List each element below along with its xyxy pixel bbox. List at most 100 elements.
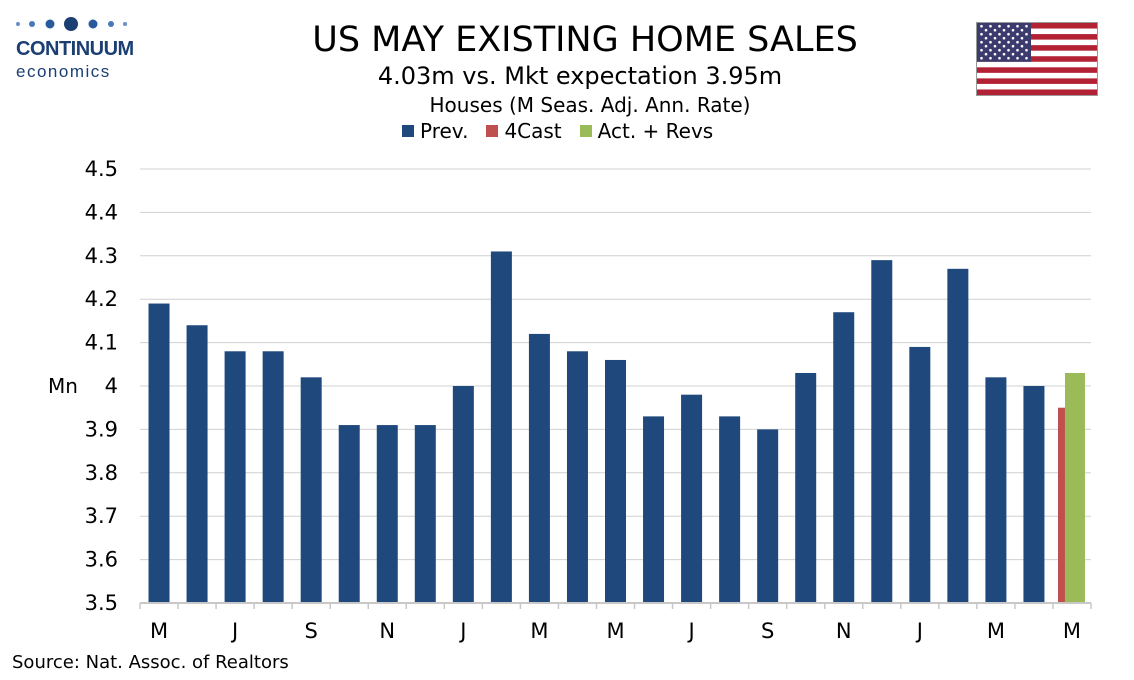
flag-star bbox=[1016, 24, 1019, 28]
bar-prev bbox=[224, 351, 246, 603]
y-tick-label: 4.1 bbox=[85, 331, 118, 355]
y-tick-label: 3.6 bbox=[85, 548, 118, 572]
bar-prev bbox=[643, 416, 665, 603]
y-tick-label: 4 bbox=[105, 374, 118, 398]
flag-star bbox=[1016, 40, 1019, 44]
bar-prev bbox=[414, 425, 436, 603]
flag-star bbox=[989, 24, 992, 28]
chart-subtitle: 4.03m vs. Mkt expectation 3.95m bbox=[377, 62, 783, 90]
bar-prev bbox=[528, 333, 550, 603]
y-tick-label: 3.9 bbox=[85, 417, 118, 441]
y-tick-label: 4.5 bbox=[85, 157, 118, 181]
flag-star bbox=[980, 24, 983, 28]
flag-star bbox=[1007, 48, 1010, 52]
bars bbox=[148, 251, 1085, 603]
bar-4cast bbox=[1057, 407, 1065, 603]
bar-prev bbox=[605, 359, 626, 603]
flag-star bbox=[1011, 44, 1015, 48]
flag-star bbox=[1025, 24, 1028, 28]
flag-star bbox=[1007, 24, 1010, 28]
flag-star bbox=[980, 40, 983, 44]
x-axis bbox=[139, 602, 1092, 609]
x-tick-label: M bbox=[1063, 619, 1081, 643]
y-tick-label: 4.2 bbox=[85, 287, 118, 311]
bar-prev bbox=[985, 377, 1007, 603]
chart-units: Houses (M Seas. Adj. Ann. Rate) bbox=[429, 93, 751, 117]
flag-star bbox=[980, 32, 983, 36]
flag-star bbox=[989, 40, 992, 44]
flag-star bbox=[998, 32, 1001, 36]
bar-prev bbox=[338, 425, 360, 603]
flag-star bbox=[1016, 56, 1019, 60]
x-tick-label: J bbox=[915, 619, 923, 643]
bar-prev bbox=[795, 372, 817, 603]
flag-star bbox=[984, 28, 988, 32]
flag-star bbox=[993, 52, 997, 56]
flag-star bbox=[1025, 56, 1028, 60]
y-axis-ticks: 3.5 3.6 3.7 3.8 3.9 4 4.1 4.2 4.3 4.4 4.5 bbox=[85, 157, 118, 615]
flag-star bbox=[1016, 32, 1019, 36]
flag-star bbox=[984, 52, 988, 56]
legend-item-prev: Prev. bbox=[402, 119, 468, 143]
chart-legend: Prev. 4Cast Act. + Revs bbox=[402, 119, 731, 143]
flag-star bbox=[1002, 36, 1006, 40]
flag-star bbox=[984, 44, 988, 48]
source-note: Source: Nat. Assoc. of Realtors bbox=[12, 652, 289, 673]
bar-prev bbox=[947, 268, 969, 603]
continuum-logo: CONTINUUM economics bbox=[12, 12, 142, 82]
bar-prev bbox=[833, 312, 855, 603]
x-tick-label: S bbox=[761, 619, 774, 643]
flag-star bbox=[998, 48, 1001, 52]
logo-tagline: economics bbox=[16, 62, 111, 81]
flag-star bbox=[1011, 36, 1015, 40]
bar-prev bbox=[300, 377, 322, 603]
flag-star bbox=[993, 44, 997, 48]
y-tick-label: 3.8 bbox=[85, 461, 118, 485]
x-tick-label: J bbox=[458, 619, 466, 643]
chart-title: US MAY EXISTING HOME SALES bbox=[312, 20, 858, 60]
legend-swatch-prev bbox=[402, 125, 414, 137]
x-tick-label: M bbox=[606, 619, 624, 643]
flag-star bbox=[993, 28, 997, 32]
flag-star bbox=[1025, 32, 1028, 36]
bar-prev bbox=[909, 346, 931, 603]
flag-star bbox=[1025, 40, 1028, 44]
flag-star bbox=[1020, 28, 1024, 32]
flag-star bbox=[1025, 48, 1028, 52]
flag-star bbox=[1007, 56, 1010, 60]
flag-star bbox=[989, 32, 992, 36]
logo-dots-icon bbox=[16, 17, 127, 31]
bar-prev bbox=[148, 303, 170, 603]
x-tick-label: J bbox=[230, 619, 238, 643]
legend-swatch-actual bbox=[579, 125, 592, 137]
bar-prev bbox=[186, 325, 208, 603]
flag-star bbox=[1016, 48, 1019, 52]
x-tick-label: S bbox=[305, 619, 318, 643]
flag-star bbox=[1007, 32, 1010, 36]
legend-item-actual: Act. + Revs bbox=[579, 119, 714, 143]
flag-star bbox=[998, 56, 1001, 60]
flag-star bbox=[993, 36, 997, 40]
legend-label-actual: Act. + Revs bbox=[597, 119, 714, 143]
logo-name: CONTINUUM bbox=[16, 38, 134, 60]
flag-star bbox=[1020, 52, 1024, 56]
x-tick-label: M bbox=[987, 619, 1005, 643]
flag-star bbox=[1020, 44, 1024, 48]
legend-label-4cast: 4Cast bbox=[504, 119, 562, 143]
bar-prev bbox=[376, 425, 398, 603]
flag-star bbox=[980, 56, 983, 60]
flag-star bbox=[1020, 36, 1024, 40]
bar-prev bbox=[490, 251, 512, 603]
bar-actual bbox=[1064, 372, 1085, 603]
bar-prev bbox=[452, 386, 474, 603]
y-axis-label: Mn bbox=[48, 374, 78, 398]
flag-star bbox=[989, 48, 992, 52]
bar-prev bbox=[757, 429, 779, 603]
y-tick-label: 4.3 bbox=[85, 244, 118, 268]
x-tick-label: N bbox=[379, 619, 395, 643]
x-tick-label: M bbox=[150, 619, 168, 643]
y-tick-label: 3.7 bbox=[85, 504, 118, 528]
bar-prev bbox=[262, 351, 284, 603]
bar-prev bbox=[566, 351, 588, 603]
